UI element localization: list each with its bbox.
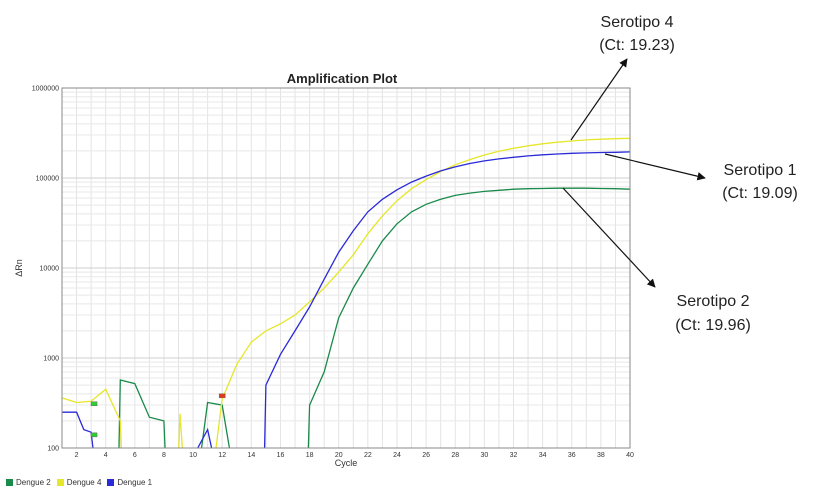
y-tick-label: 100000 (36, 176, 59, 183)
annotation-serotipo-1: Serotipo 1 (Ct: 19.09) (604, 153, 798, 202)
threshold-marker (90, 432, 98, 438)
legend-swatch-dengue-2 (6, 479, 13, 486)
series-line-dengue-4 (62, 137, 630, 448)
x-tick-label: 34 (539, 452, 547, 459)
series-layer (62, 137, 630, 448)
annotation-serotipo-2-ct: (Ct: 19.96) (675, 317, 751, 334)
x-tick-label: 28 (451, 452, 459, 459)
threshold-marker (218, 393, 226, 399)
x-tick-label: 26 (422, 452, 430, 459)
x-tick-label: 18 (306, 452, 314, 459)
y-tick-label: 1000000 (32, 86, 59, 93)
x-tick-label: 22 (364, 452, 372, 459)
annotation-serotipo-4-arrow (570, 58, 628, 141)
annotation-serotipo-4: Serotipo 4 (Ct: 19.23) (570, 14, 675, 141)
series-line-dengue-2 (118, 187, 630, 448)
x-tick-label: 4 (104, 452, 108, 459)
x-tick-label: 30 (480, 452, 488, 459)
legend-item-dengue-4[interactable]: Dengue 4 (56, 478, 102, 487)
plot-frame (61, 87, 631, 449)
annotation-serotipo-4-name: Serotipo 4 (601, 14, 674, 31)
x-tick-label: 32 (510, 452, 518, 459)
x-tick-label: 14 (247, 452, 255, 459)
legend-label-dengue-2: Dengue 2 (16, 478, 51, 487)
x-tick-label: 16 (277, 452, 285, 459)
x-tick-label: 6 (133, 452, 137, 459)
annotation-serotipo-4-ct: (Ct: 19.23) (599, 37, 675, 54)
marker-layer (90, 393, 226, 438)
x-tick-label: 20 (335, 452, 343, 459)
x-axis-label: Cycle (335, 458, 358, 468)
annotation-serotipo-1-name: Serotipo 1 (724, 162, 797, 179)
y-axis-label: ΔRn (14, 259, 24, 277)
annotation-serotipo-2-arrow (562, 187, 656, 288)
grid (62, 87, 630, 449)
legend-item-dengue-2[interactable]: Dengue 2 (6, 478, 51, 487)
legend-swatch-dengue-4 (56, 479, 64, 486)
x-tick-label: 38 (597, 452, 605, 459)
y-tick-label: 1000 (43, 356, 59, 363)
y-tick-label: 10000 (40, 266, 60, 273)
legend-label-dengue-1: Dengue 1 (117, 478, 153, 487)
annotation-serotipo-1-arrow (604, 153, 706, 181)
annotation-serotipo-1-ct: (Ct: 19.09) (722, 185, 798, 202)
legend: Dengue 2 Dengue 4 Dengue 1 (6, 478, 152, 487)
legend-item-dengue-1[interactable]: Dengue 1 (107, 478, 152, 487)
x-tick-label: 40 (626, 452, 634, 459)
annotation-serotipo-2-name: Serotipo 2 (677, 293, 750, 310)
series-line-dengue-1 (62, 151, 630, 448)
x-tick-label: 2 (75, 452, 79, 459)
legend-label-dengue-4: Dengue 4 (66, 478, 102, 487)
legend-swatch-dengue-1 (107, 479, 115, 486)
chart-title: Amplification Plot (287, 71, 398, 86)
x-tick-label: 24 (393, 452, 401, 459)
y-tick-label: 100 (47, 446, 59, 453)
annotation-serotipo-2: Serotipo 2 (Ct: 19.96) (562, 187, 751, 334)
threshold-marker (90, 401, 98, 407)
x-tick-label: 12 (218, 452, 226, 459)
x-tick-label: 10 (189, 452, 197, 459)
x-tick-label: 8 (162, 452, 166, 459)
x-tick-label: 36 (568, 452, 576, 459)
